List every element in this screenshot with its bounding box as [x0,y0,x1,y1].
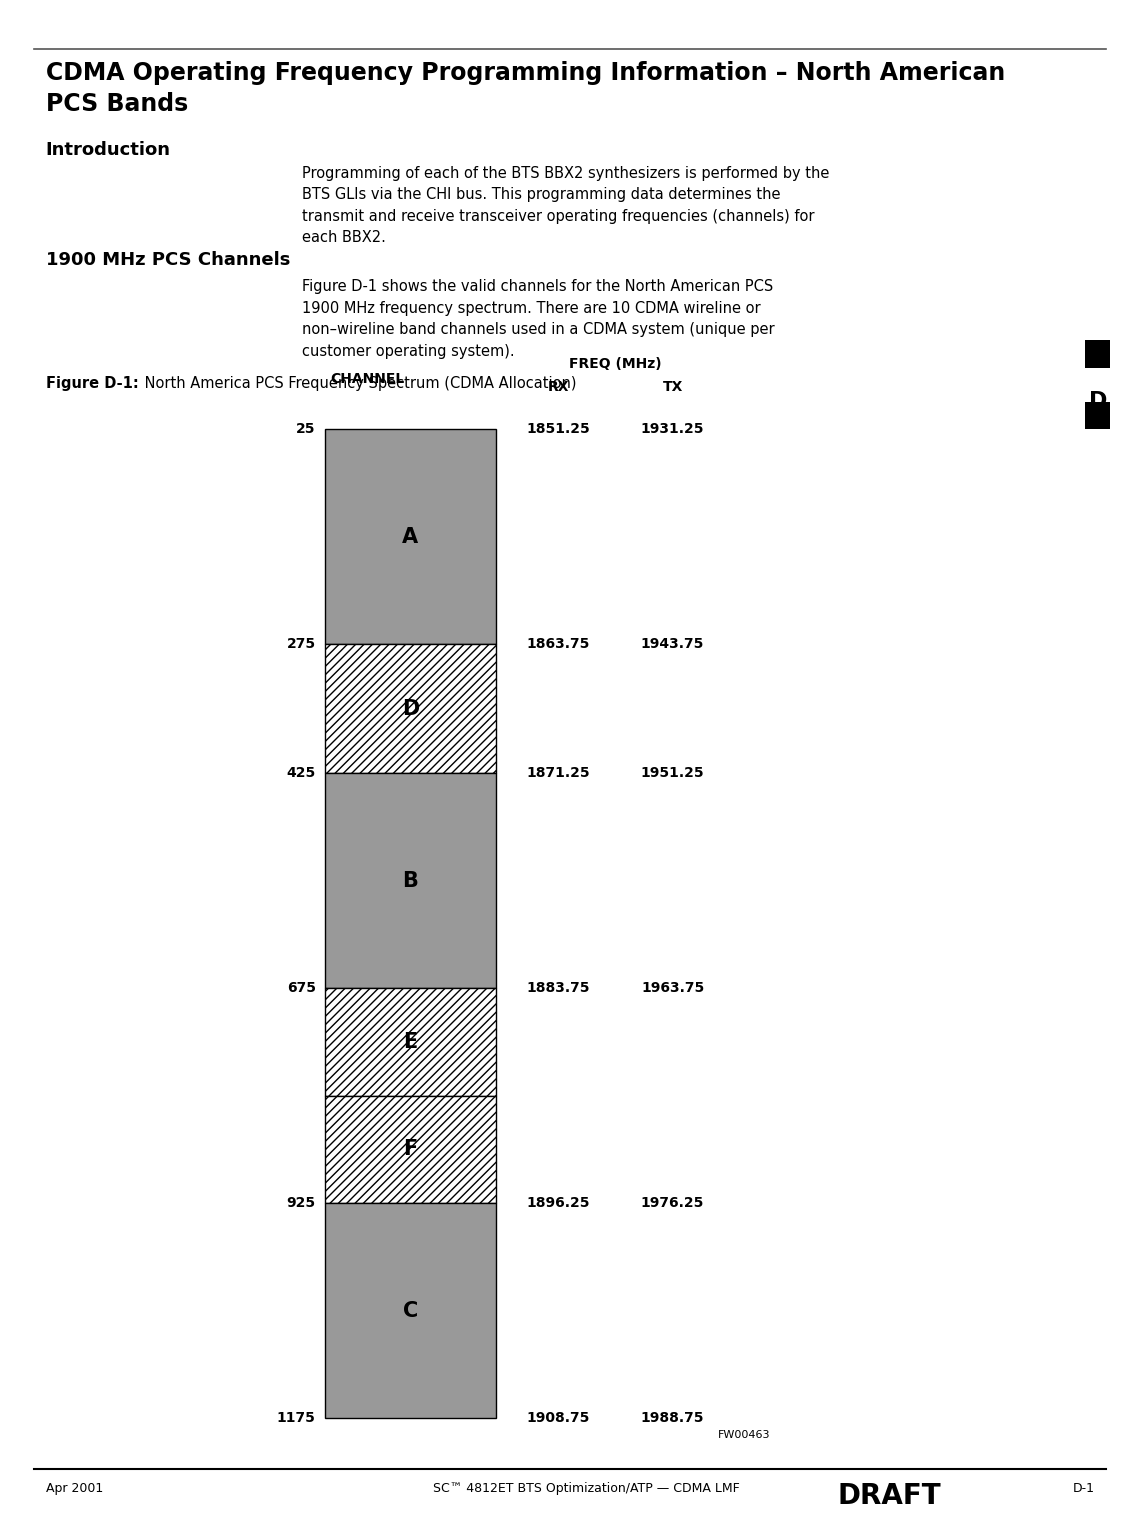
Text: 1963.75: 1963.75 [641,981,705,995]
Text: FREQ (MHz): FREQ (MHz) [569,357,662,371]
Text: D: D [401,699,420,719]
Text: 1863.75: 1863.75 [527,638,591,652]
Text: 1976.25: 1976.25 [641,1196,705,1210]
Text: CDMA Operating Frequency Programming Information – North American: CDMA Operating Frequency Programming Inf… [46,61,1004,86]
Bar [1085,402,1110,429]
Text: 1175: 1175 [277,1410,316,1426]
Text: 275: 275 [286,638,316,652]
Text: 1883.75: 1883.75 [527,981,591,995]
Text: CHANNEL: CHANNEL [331,373,405,386]
Text: 1943.75: 1943.75 [641,638,705,652]
Text: 675: 675 [287,981,316,995]
Bar [325,644,496,773]
Text: 925: 925 [286,1196,316,1210]
Text: 25: 25 [296,422,316,437]
Text: D: D [1089,391,1107,411]
Bar [325,773,496,989]
Bar [325,1203,496,1418]
Text: RX: RX [548,380,569,394]
Text: TX: TX [662,380,683,394]
Bar [325,1096,496,1203]
Text: C: C [402,1300,418,1320]
Text: Figure D-1:: Figure D-1: [46,376,138,391]
Text: 1988.75: 1988.75 [641,1410,705,1426]
Text: 1908.75: 1908.75 [527,1410,591,1426]
Text: 1900 MHz PCS Channels: 1900 MHz PCS Channels [46,251,290,270]
Text: Programming of each of the BTS BBX2 synthesizers is performed by the
BTS GLIs vi: Programming of each of the BTS BBX2 synt… [302,166,830,245]
Text: Introduction: Introduction [46,141,171,159]
Text: 425: 425 [286,766,316,780]
Bar [325,429,496,644]
Text: F: F [404,1139,417,1159]
Text: 1871.25: 1871.25 [527,766,591,780]
Text: North America PCS Frequency Spectrum (CDMA Allocation): North America PCS Frequency Spectrum (CD… [140,376,577,391]
Text: D-1: D-1 [1073,1482,1094,1495]
Text: Figure D-1 shows the valid channels for the North American PCS
1900 MHz frequenc: Figure D-1 shows the valid channels for … [302,279,775,359]
Bar [325,989,496,1096]
Text: B: B [402,871,418,891]
Text: 1951.25: 1951.25 [641,766,705,780]
Text: DRAFT: DRAFT [838,1482,942,1510]
Text: A: A [402,527,418,547]
Text: PCS Bands: PCS Bands [46,92,188,117]
Text: 1851.25: 1851.25 [527,422,591,437]
Text: 1896.25: 1896.25 [527,1196,591,1210]
Text: E: E [404,1032,417,1052]
Text: FW00463: FW00463 [718,1430,771,1441]
Text: Apr 2001: Apr 2001 [46,1482,103,1495]
Bar [1085,340,1110,368]
Text: SC™ 4812ET BTS Optimization/ATP — CDMA LMF: SC™ 4812ET BTS Optimization/ATP — CDMA L… [433,1482,740,1495]
Text: 1931.25: 1931.25 [641,422,705,437]
